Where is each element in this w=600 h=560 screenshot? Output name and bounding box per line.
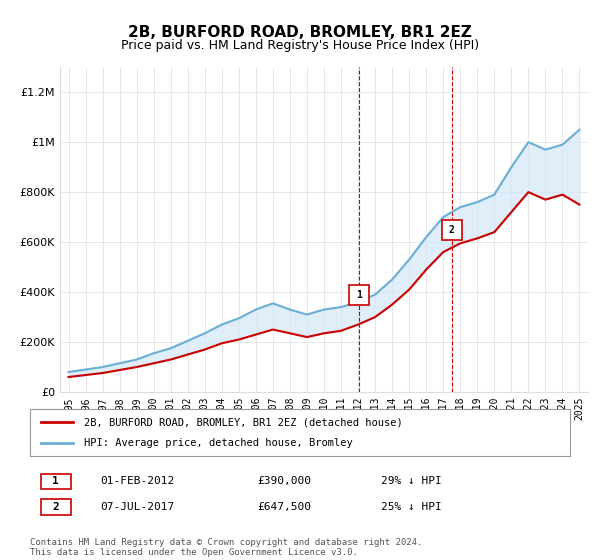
Text: 1: 1 [356, 290, 362, 300]
Text: Price paid vs. HM Land Registry's House Price Index (HPI): Price paid vs. HM Land Registry's House … [121, 39, 479, 52]
Text: 29% ↓ HPI: 29% ↓ HPI [381, 477, 442, 486]
Text: 25% ↓ HPI: 25% ↓ HPI [381, 502, 442, 512]
Text: Contains HM Land Registry data © Crown copyright and database right 2024.
This d: Contains HM Land Registry data © Crown c… [30, 538, 422, 557]
Text: 2B, BURFORD ROAD, BROMLEY, BR1 2EZ: 2B, BURFORD ROAD, BROMLEY, BR1 2EZ [128, 25, 472, 40]
Text: £647,500: £647,500 [257, 502, 311, 512]
Text: 2: 2 [449, 225, 455, 235]
Text: £390,000: £390,000 [257, 477, 311, 486]
Text: HPI: Average price, detached house, Bromley: HPI: Average price, detached house, Brom… [84, 438, 353, 448]
Text: 01-FEB-2012: 01-FEB-2012 [100, 477, 175, 486]
Text: 2: 2 [52, 502, 59, 512]
FancyBboxPatch shape [41, 474, 71, 489]
Text: 07-JUL-2017: 07-JUL-2017 [100, 502, 175, 512]
Text: 1: 1 [52, 477, 59, 486]
Text: 2B, BURFORD ROAD, BROMLEY, BR1 2EZ (detached house): 2B, BURFORD ROAD, BROMLEY, BR1 2EZ (deta… [84, 417, 403, 427]
FancyBboxPatch shape [41, 500, 71, 515]
